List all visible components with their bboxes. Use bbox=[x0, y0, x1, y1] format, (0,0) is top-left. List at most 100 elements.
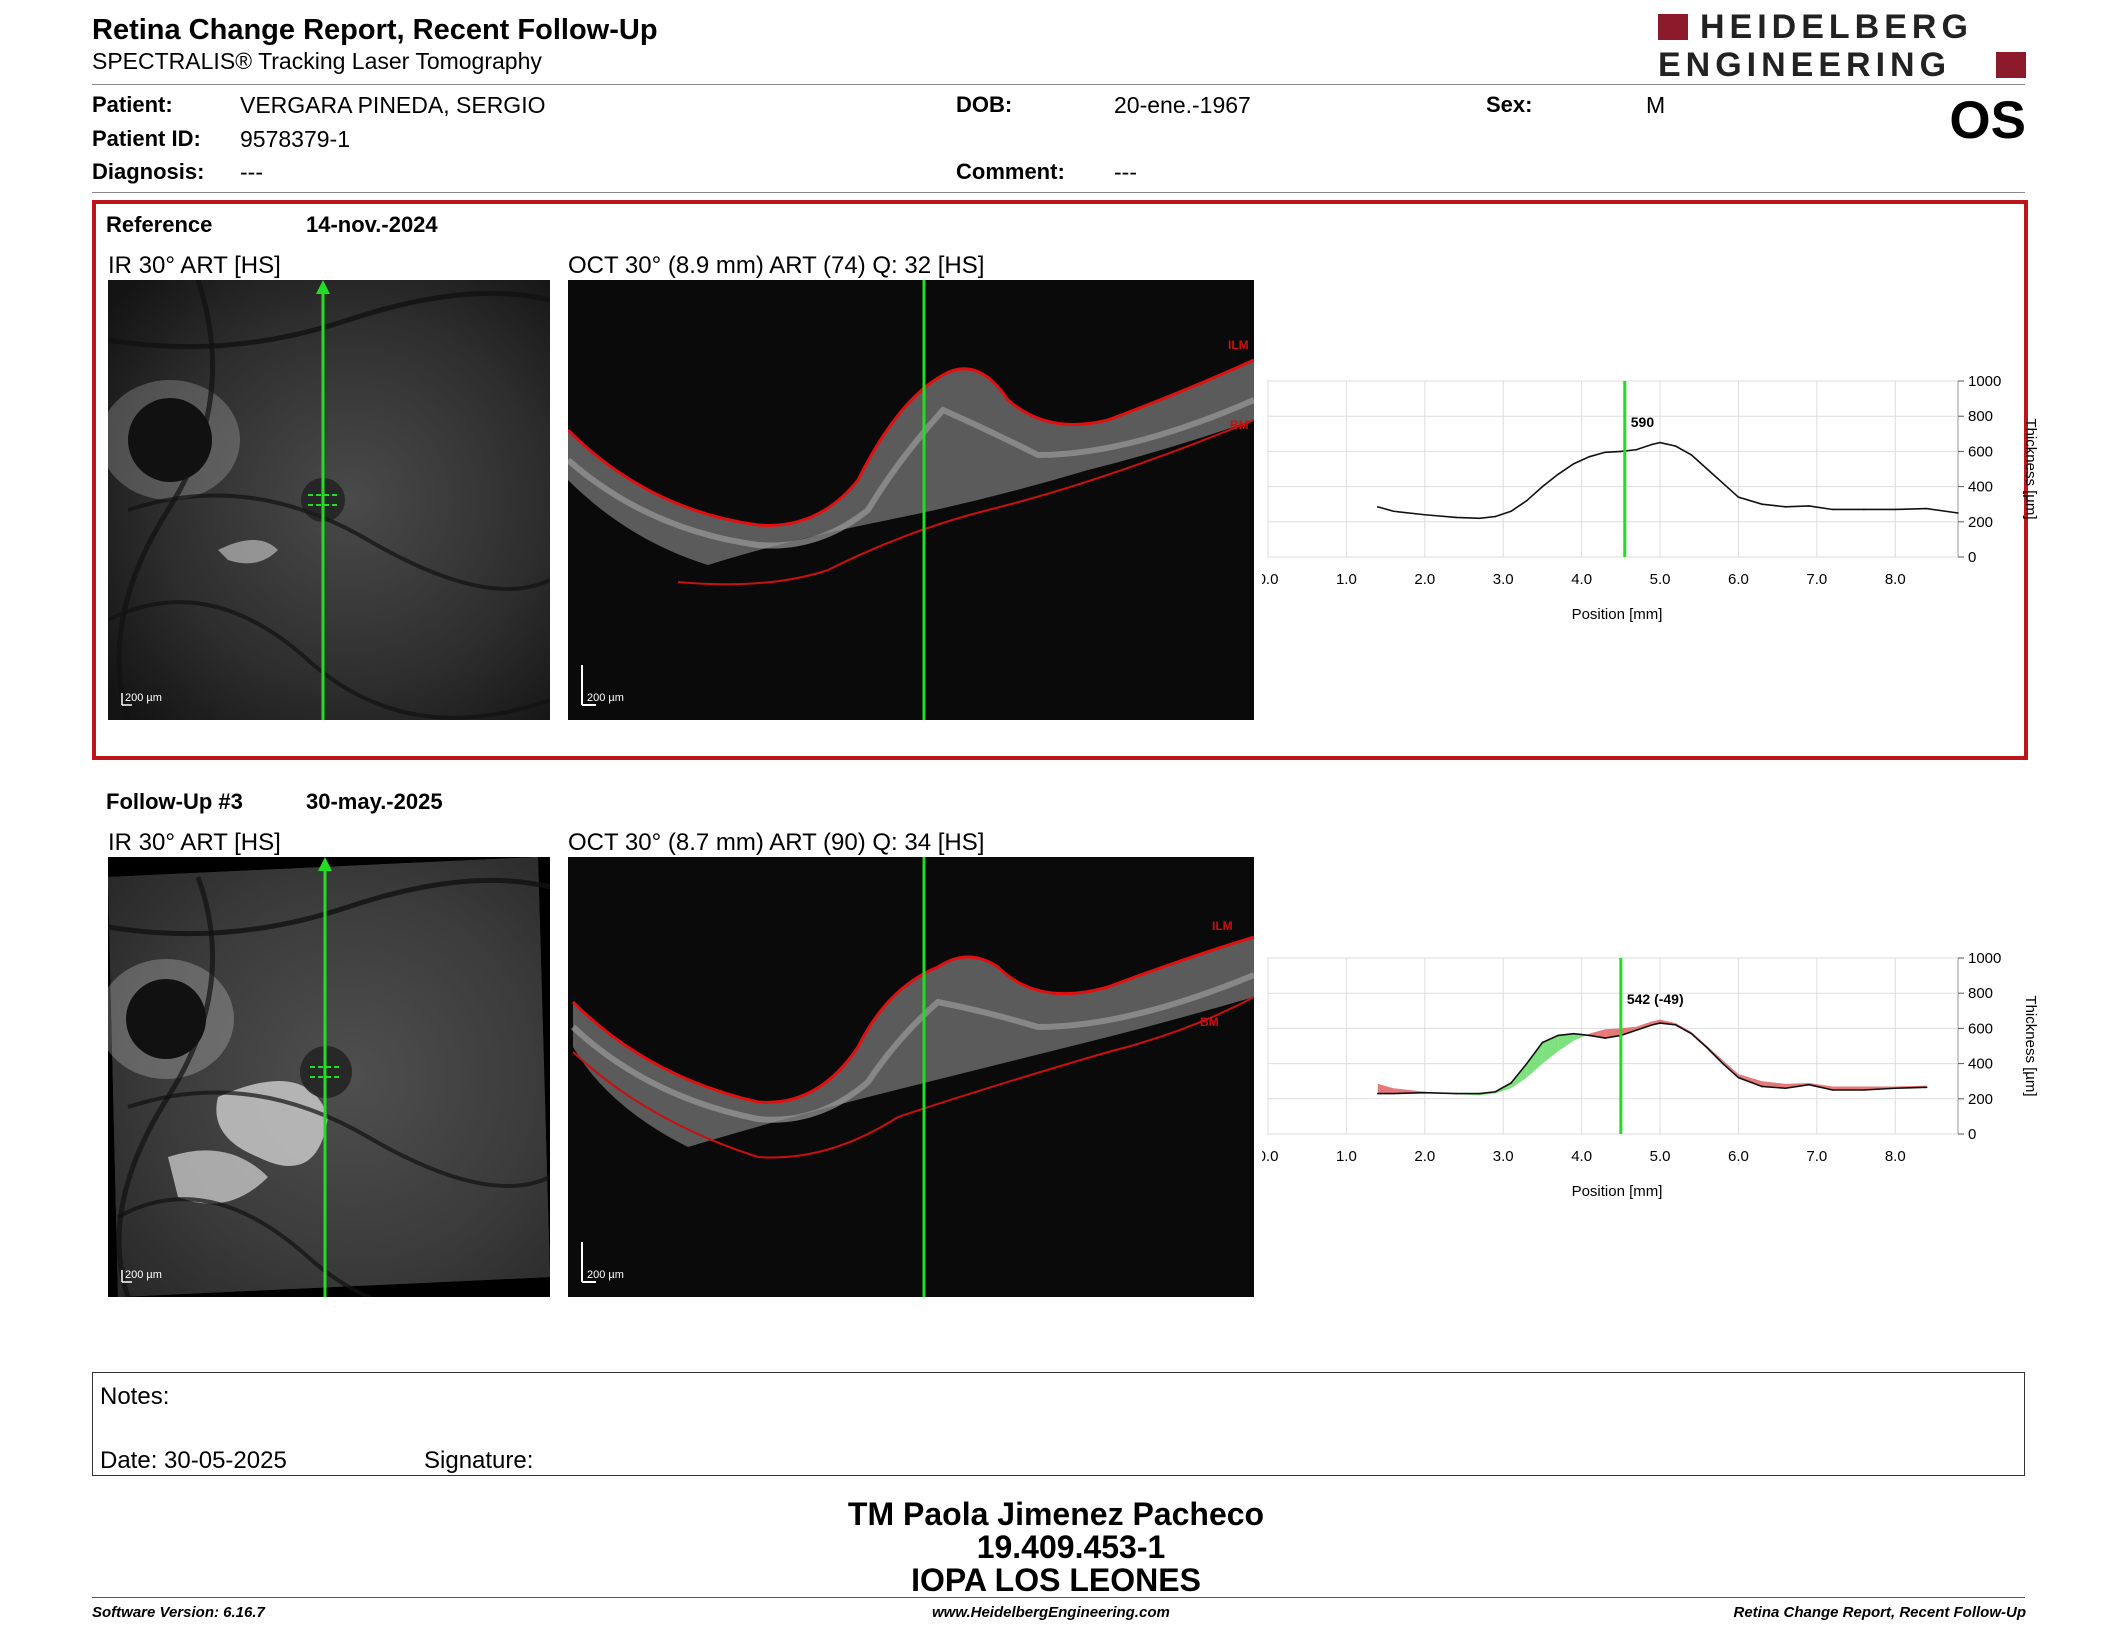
followup-ilm-trace bbox=[571, 935, 1254, 1104]
followup-chart-xtick-label: 8.0 bbox=[1885, 1148, 1906, 1165]
sex-value: M bbox=[1646, 92, 1666, 118]
signature-label: Signature: bbox=[424, 1447, 534, 1474]
followup-chart-point bbox=[1925, 1086, 1928, 1089]
reference-chart-point bbox=[1455, 516, 1457, 519]
followup-scan-arrow bbox=[318, 857, 332, 871]
followup-chart-diff-area bbox=[1832, 1086, 1864, 1090]
reference-chart-series-line bbox=[1377, 441, 1959, 520]
reference-chart-point bbox=[1392, 510, 1395, 513]
followup-chart-xtick-label: 3.0 bbox=[1493, 1148, 1514, 1165]
reference-bm-label: BM bbox=[1230, 418, 1249, 432]
reference-chart-marker-label: 590 bbox=[1631, 414, 1655, 430]
reference-label: Reference bbox=[106, 212, 213, 237]
followup-bm-label: BM bbox=[1200, 1015, 1219, 1029]
header-divider bbox=[92, 84, 2025, 85]
reference-chart-point bbox=[1925, 507, 1928, 510]
followup-chart-xtick-label: 0.0 bbox=[1262, 1148, 1278, 1165]
diagnosis-value: --- bbox=[240, 159, 263, 185]
followup-chart-point bbox=[1659, 1022, 1661, 1024]
followup-chart-xtick-label: 6.0 bbox=[1728, 1148, 1749, 1165]
reference-chart-point bbox=[1620, 450, 1622, 453]
signer-rut: 19.409.453-1 bbox=[976, 1529, 1166, 1565]
reference-chart-point bbox=[1894, 508, 1897, 511]
reference-chart-point bbox=[1376, 506, 1379, 508]
followup-ir-image[interactable]: 200 µm bbox=[108, 857, 550, 1297]
followup-chart-point bbox=[1541, 1041, 1544, 1044]
followup-chart-point bbox=[1784, 1087, 1787, 1090]
reference-chart-point bbox=[1690, 454, 1693, 456]
followup-chart-point bbox=[1635, 1029, 1638, 1031]
followup-chart-diff-area bbox=[1636, 1021, 1653, 1031]
reference-ilm-label: ILM bbox=[1228, 338, 1249, 352]
followup-chart-xtick-label: 7.0 bbox=[1806, 1148, 1827, 1165]
reference-chart-xtick-label: 3.0 bbox=[1493, 571, 1514, 588]
followup-chart-point bbox=[1510, 1082, 1512, 1084]
date-label: Date: 30-05-2025 bbox=[100, 1447, 287, 1474]
followup-chart-ylabel: Thickness [µm] bbox=[2022, 995, 2039, 1096]
reference-chart-point bbox=[1761, 503, 1763, 505]
footer-divider bbox=[92, 1597, 2025, 1598]
footer-report-name: Retina Change Report, Recent Follow-Up bbox=[1733, 1604, 2026, 1621]
followup-chart-diff-area bbox=[1377, 1083, 1394, 1094]
followup-chart-ytick-label: 400 bbox=[1968, 1056, 1993, 1073]
followup-chart-point bbox=[1737, 1076, 1740, 1079]
followup-ir-scale: 200 µm bbox=[125, 1269, 162, 1281]
followup-ir-caption: IR 30° ART [HS] bbox=[108, 829, 281, 856]
reference-ir-caption: IR 30° ART [HS] bbox=[108, 252, 281, 279]
followup-chart-point bbox=[1808, 1083, 1810, 1086]
patient-id: 9578379-1 bbox=[240, 126, 350, 152]
followup-chart-ytick-label: 200 bbox=[1968, 1091, 1993, 1108]
followup-chart-point bbox=[1761, 1085, 1763, 1088]
followup-fundus-svg bbox=[108, 857, 550, 1297]
followup-chart-point bbox=[1557, 1034, 1559, 1037]
followup-chart-diff-area bbox=[1738, 1074, 1762, 1087]
followup-chart-point bbox=[1894, 1087, 1897, 1090]
followup-chart-diff-area bbox=[1620, 1026, 1637, 1036]
reference-oct-caption: OCT 30° (8.9 mm) ART (74) Q: 32 [HS] bbox=[568, 252, 985, 279]
reference-chart-plot-area bbox=[1267, 380, 1959, 558]
followup-chart-xtick-label: 2.0 bbox=[1414, 1148, 1435, 1165]
followup-chart-diff-area bbox=[1573, 1033, 1590, 1041]
followup-chart-diff-area bbox=[1526, 1042, 1543, 1078]
comment-value: --- bbox=[1114, 159, 1137, 185]
followup-chart-ytick-label: 0 bbox=[1968, 1126, 1976, 1143]
followup-chart-marker-label: 542 (-49) bbox=[1627, 991, 1684, 1007]
reference-chart-point bbox=[1863, 508, 1865, 511]
reference-chart-point bbox=[1674, 445, 1677, 447]
followup-oct-image[interactable]: ILM BM 200 µm bbox=[568, 857, 1254, 1297]
followup-oct-scale: 200 µm bbox=[587, 1269, 624, 1281]
reference-chart-point bbox=[1721, 482, 1724, 484]
reference-chart-ytick-label: 0 bbox=[1968, 549, 1976, 566]
reference-chart-xtick-label: 7.0 bbox=[1806, 571, 1827, 588]
followup-chart-point bbox=[1424, 1091, 1426, 1094]
followup-bm-trace bbox=[572, 996, 1254, 1159]
reference-chart-xtick-label: 8.0 bbox=[1885, 571, 1906, 588]
followup-chart-diff-area bbox=[1511, 1063, 1527, 1089]
notes-box[interactable]: Notes: Date: 30-05-2025 Signature: bbox=[92, 1372, 2025, 1476]
reference-chart-point bbox=[1957, 512, 1959, 514]
report-title: Retina Change Report, Recent Follow-Up bbox=[92, 14, 658, 46]
followup-chart-point bbox=[1376, 1092, 1379, 1095]
reference-chart-point bbox=[1572, 462, 1575, 465]
notes-label: Notes: bbox=[100, 1383, 170, 1410]
heidelberg-logo: HEIDELBERG ENGINEERING bbox=[1658, 10, 2026, 82]
scan-direction-arrow bbox=[316, 280, 330, 294]
followup-chart-diff-area bbox=[1542, 1035, 1559, 1064]
website-link[interactable]: www.HeidelbergEngineering.com bbox=[932, 1604, 1170, 1621]
followup-chart-point bbox=[1525, 1062, 1528, 1065]
reference-oct-image[interactable]: ILM BM 200 µm bbox=[568, 280, 1254, 720]
followup-label: Follow-Up #3 bbox=[106, 789, 243, 814]
followup-chart-xtick-label: 1.0 bbox=[1336, 1148, 1357, 1165]
reference-chart-point bbox=[1831, 508, 1834, 511]
reference-chart-point bbox=[1659, 441, 1661, 444]
reference-chart-point bbox=[1784, 506, 1787, 508]
reference-ir-image[interactable]: 200 µm bbox=[108, 280, 550, 720]
reference-chart-point bbox=[1635, 448, 1638, 451]
diagnosis-label: Diagnosis: bbox=[92, 159, 205, 184]
reference-chart-xtick-label: 6.0 bbox=[1728, 571, 1749, 588]
followup-chart-point bbox=[1706, 1046, 1708, 1049]
reference-fundus-svg bbox=[108, 280, 550, 720]
signer-institution: IOPA LOS LEONES bbox=[911, 1562, 1201, 1598]
reference-chart-point bbox=[1424, 513, 1426, 516]
reference-chart-xtick-label: 1.0 bbox=[1336, 571, 1357, 588]
